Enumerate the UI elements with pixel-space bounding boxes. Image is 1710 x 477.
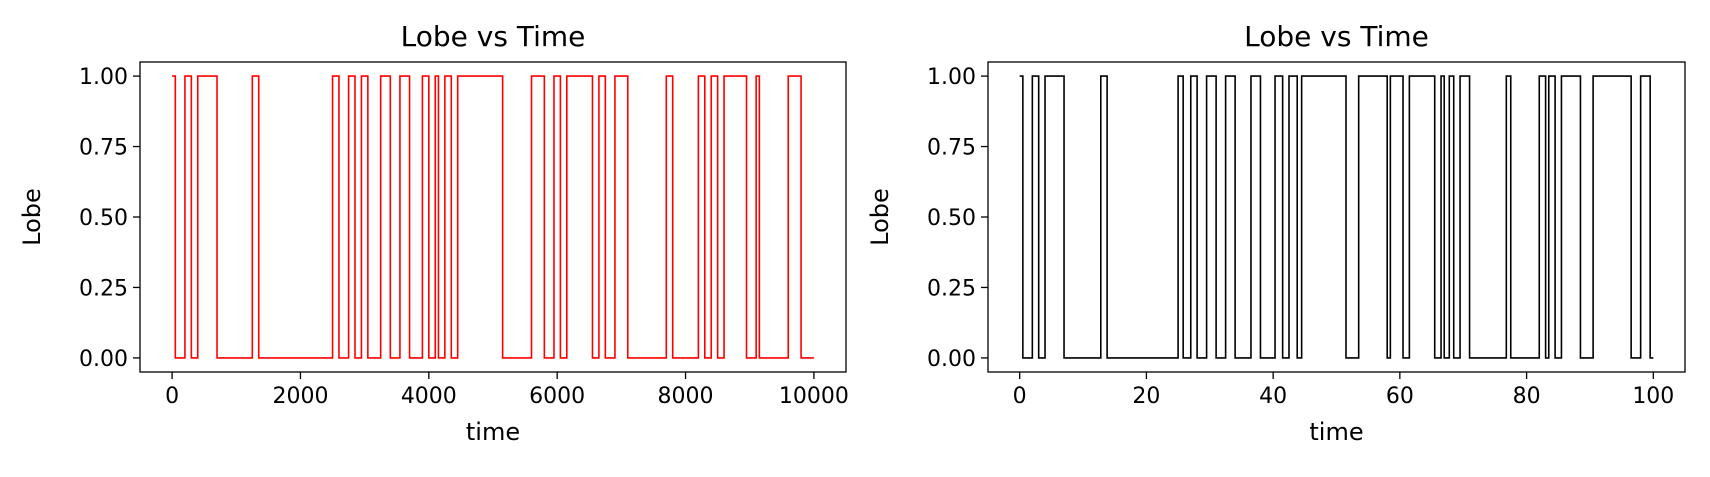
chart-2-y-tick-label: 0.00 — [927, 347, 976, 372]
chart-2-x-axis-label: time — [1309, 418, 1363, 446]
chart-2-y-tick-label: 1.00 — [927, 65, 976, 90]
chart-2-x-tick-label: 20 — [1132, 384, 1160, 409]
chart-2: 0 20 40 60 80 100 0.00 0.25 0.50 0.75 1.00 Lobe vs … — [866, 20, 1686, 446]
chart-1-x-tick-label: 8000 — [658, 384, 714, 409]
chart-2-y-axis-label: Lobe — [866, 188, 894, 246]
chart-2-y-tick-label: 0.75 — [927, 136, 976, 161]
chart-2-title: Lobe vs Time — [1244, 20, 1429, 53]
chart-2-x-tick-label: 40 — [1259, 384, 1287, 409]
chart-1-series-line-1 — [172, 75, 814, 359]
chart-2-x-tick-label: 0 — [1013, 384, 1027, 409]
chart-2-series-line-1 — [1019, 75, 1654, 359]
chart-2-y-tick-label: 0.50 — [927, 206, 976, 231]
chart-1-x-tick-label: 4000 — [401, 384, 457, 409]
chart-1-x-tick-label: 0 — [165, 384, 179, 409]
chart-2-y-tick-label: 0.25 — [927, 276, 976, 301]
chart-1: 0 2000 4000 6000 8000 10000 0.00 0.25 0.50 0.75 1.… — [18, 20, 849, 446]
chart-1-y-axis-label: Lobe — [18, 188, 46, 246]
chart-2-x-tick-label: 80 — [1513, 384, 1541, 409]
chart-1-y-tick-label: 0.00 — [79, 347, 128, 372]
chart-2-x-tick-label: 100 — [1632, 384, 1674, 409]
chart-1-y-tick-label: 0.75 — [79, 136, 128, 161]
chart-1-x-axis-label: time — [466, 418, 520, 446]
chart-1-y-tick-label: 0.50 — [79, 206, 128, 231]
chart-1-y-tick-label: 0.25 — [79, 276, 128, 301]
chart-1-title: Lobe vs Time — [401, 20, 586, 53]
chart-1-x-tick-label: 2000 — [272, 384, 328, 409]
chart-1-x-tick-label: 10000 — [779, 384, 849, 409]
chart-1-x-tick-label: 6000 — [529, 384, 585, 409]
chart-2-x-tick-label: 60 — [1386, 384, 1414, 409]
chart-1-y-tick-label: 1.00 — [79, 65, 128, 90]
